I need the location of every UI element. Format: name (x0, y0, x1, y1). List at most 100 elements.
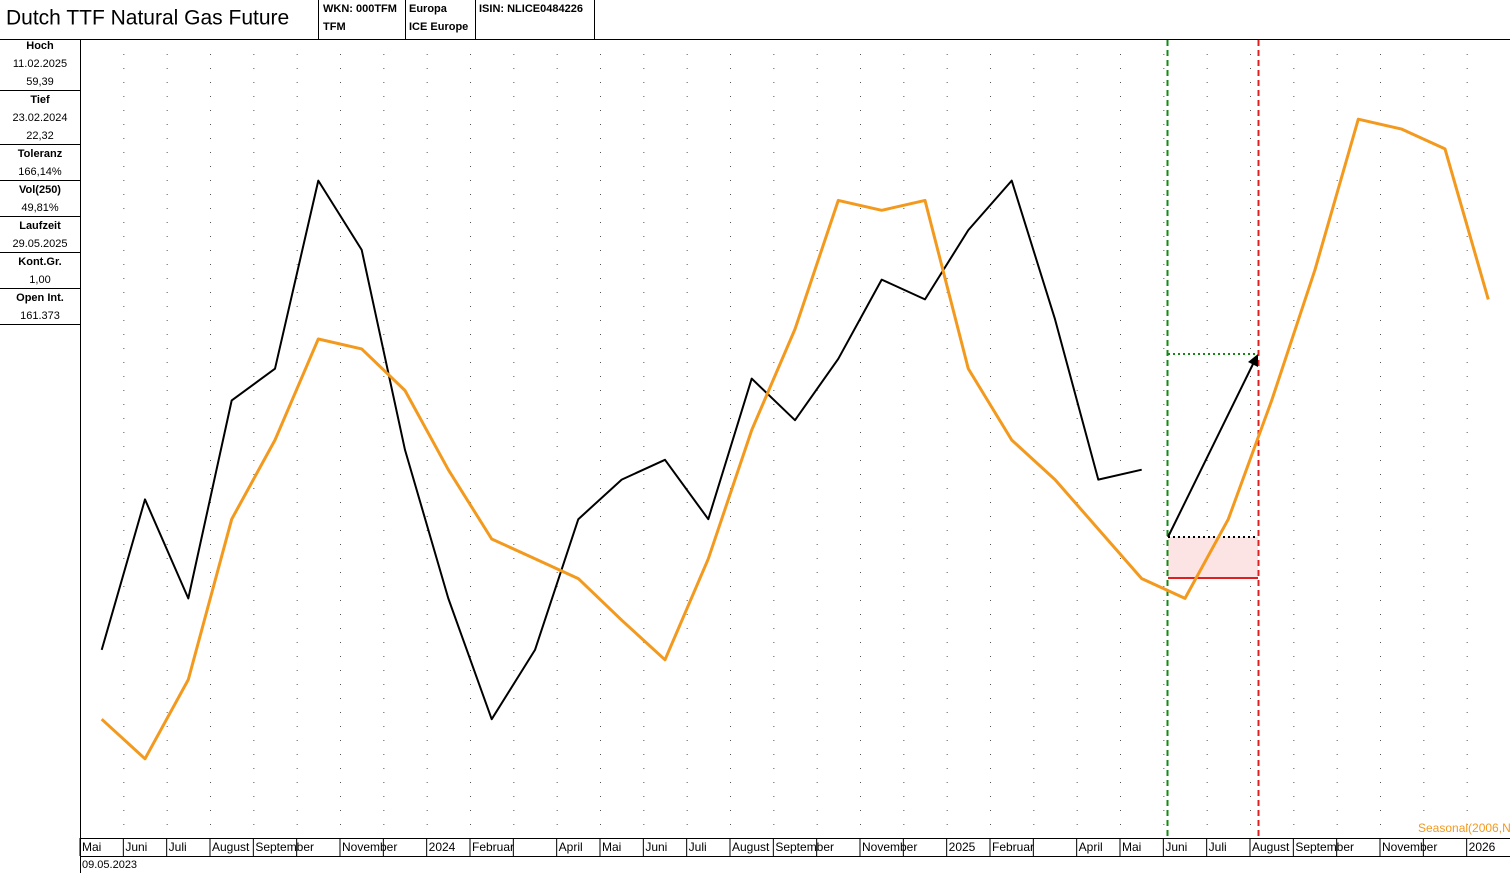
grid-dot (1076, 614, 1078, 615)
grid-dot (1120, 544, 1121, 545)
grid-dot (773, 754, 775, 755)
grid-dot (166, 418, 168, 419)
x-tick-label: Mai (1122, 840, 1141, 854)
grid-dot (1033, 782, 1035, 783)
grid-dot (166, 96, 168, 97)
grid-dot (860, 54, 861, 55)
grid-dot (903, 754, 905, 755)
grid-dot (1120, 138, 1121, 139)
grid-dot (210, 502, 211, 503)
grid-dot (210, 782, 211, 783)
grid-dot (1250, 726, 1251, 727)
grid-dot (1466, 516, 1468, 517)
grid-dot (773, 96, 775, 97)
grid-dot (1033, 124, 1035, 125)
grid-dot (816, 418, 818, 419)
grid-dot (860, 306, 861, 307)
grid-dot (1076, 782, 1078, 783)
grid-dot (426, 600, 428, 601)
grid-dot (1076, 628, 1078, 629)
grid-dot (253, 124, 255, 125)
grid-dot (1466, 390, 1468, 391)
grid-dot (686, 824, 688, 825)
grid-dot (513, 726, 515, 727)
grid-dot (166, 670, 168, 671)
grid-dot (686, 82, 688, 83)
grid-dot (383, 586, 385, 587)
grid-dot (1076, 166, 1078, 167)
grid-dot (383, 404, 385, 405)
grid-dot (730, 432, 731, 433)
grid-dot (1380, 152, 1381, 153)
grid-dot (990, 166, 991, 167)
grid-dot (643, 54, 645, 55)
grid-dot (340, 82, 341, 83)
grid-dot (1336, 558, 1338, 559)
grid-dot (470, 572, 471, 573)
grid-dot (426, 614, 428, 615)
grid-dot (860, 768, 861, 769)
grid-dot (903, 572, 905, 573)
grid-dot (1423, 418, 1425, 419)
grid-dot (990, 488, 991, 489)
grid-dot (946, 334, 948, 335)
grid-dot (773, 250, 775, 251)
grid-dot (1163, 250, 1165, 251)
grid-dot (1120, 222, 1121, 223)
grid-dot (1206, 628, 1208, 629)
grid-dot (1120, 726, 1121, 727)
grid-dot (643, 782, 645, 783)
grid-dot (816, 460, 818, 461)
grid-dot (860, 320, 861, 321)
grid-dot (426, 222, 428, 223)
grid-dot (210, 124, 211, 125)
grid-dot (426, 628, 428, 629)
grid-dot (816, 572, 818, 573)
grid-dot (643, 726, 645, 727)
grid-dot (513, 292, 515, 293)
grid-dot (340, 236, 341, 237)
grid-dot (123, 390, 125, 391)
grid-dot (470, 642, 471, 643)
grid-dot (556, 96, 558, 97)
grid-dot (946, 740, 948, 741)
grid-dot (1206, 250, 1208, 251)
grid-dot (166, 572, 168, 573)
grid-dot (600, 460, 601, 461)
grid-dot (1120, 446, 1121, 447)
grid-dot (426, 152, 428, 153)
grid-dot (860, 334, 861, 335)
grid-dot (513, 180, 515, 181)
x-tick-label: September (775, 840, 834, 854)
grid-dot (296, 334, 298, 335)
grid-dot (1423, 68, 1425, 69)
grid-dot (1163, 166, 1165, 167)
grid-dot (470, 530, 471, 531)
grid-dot (816, 754, 818, 755)
grid-dot (210, 110, 211, 111)
grid-dot (773, 68, 775, 69)
grid-dot (946, 544, 948, 545)
grid-dot (686, 796, 688, 797)
grid-dot (470, 320, 471, 321)
grid-dot (513, 236, 515, 237)
x-tick-label: November (862, 840, 917, 854)
grid-dot (1120, 390, 1121, 391)
grid-dot (166, 278, 168, 279)
grid-dot (600, 348, 601, 349)
grid-dot (946, 446, 948, 447)
grid-dot (1380, 348, 1381, 349)
info-label: Tief (30, 94, 50, 106)
grid-dot (556, 544, 558, 545)
grid-dot (860, 502, 861, 503)
x-tick-label: Juni (645, 840, 667, 854)
grid-dot (340, 432, 341, 433)
grid-dot (903, 208, 905, 209)
grid-dot (1423, 698, 1425, 699)
grid-dot (686, 278, 688, 279)
grid-dot (1250, 796, 1251, 797)
grid-dot (730, 334, 731, 335)
grid-dot (383, 698, 385, 699)
grid-dot (470, 824, 471, 825)
grid-dot (253, 54, 255, 55)
